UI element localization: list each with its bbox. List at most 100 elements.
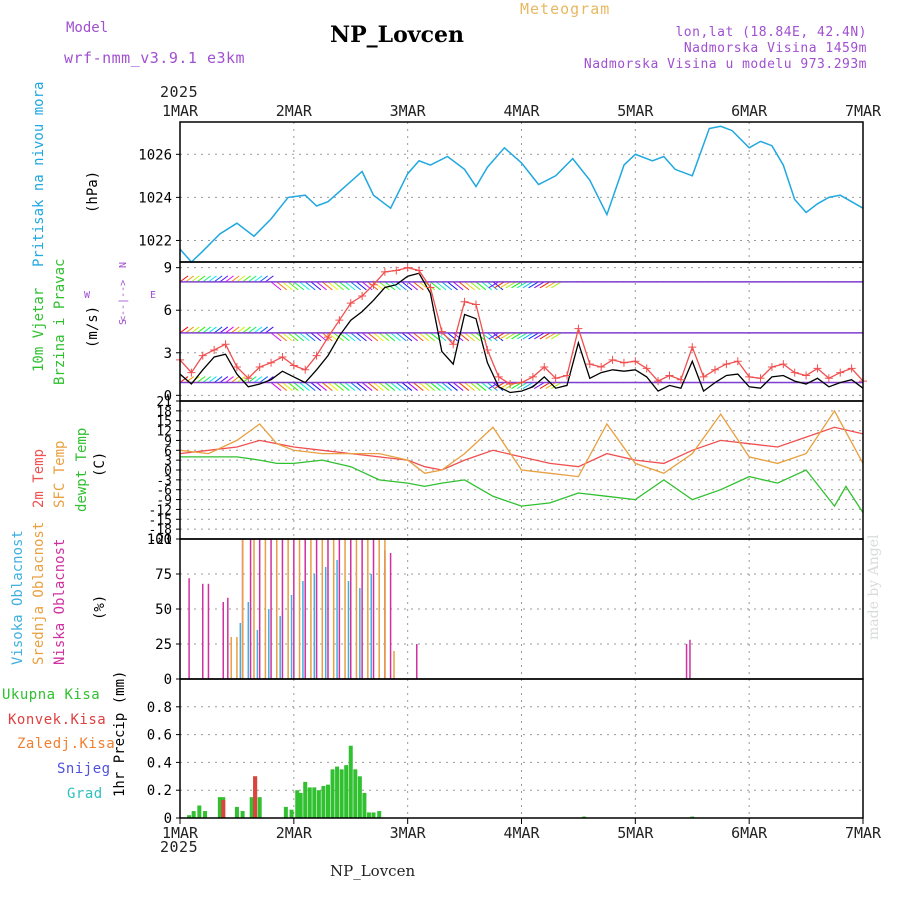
conv-rain-bar bbox=[253, 776, 258, 818]
wind-barb bbox=[196, 326, 206, 334]
cloud-label-1: Visoka Oblacnost bbox=[10, 530, 26, 665]
wind-barb bbox=[516, 281, 528, 289]
x-tick-label-top: 5MAR bbox=[617, 102, 654, 120]
wind-barb bbox=[304, 382, 316, 391]
wind-barb bbox=[545, 382, 556, 389]
wind-barb bbox=[185, 376, 194, 383]
total-rain-bar bbox=[366, 812, 371, 818]
wind-barb bbox=[401, 332, 413, 342]
temp-label-2: SFC Temp bbox=[52, 441, 68, 508]
wind-barb bbox=[534, 281, 545, 289]
wind-barb bbox=[270, 332, 282, 342]
y-tick-label: 0.2 bbox=[147, 783, 172, 799]
total-rain-bar bbox=[371, 812, 376, 818]
wind-barb bbox=[310, 332, 322, 342]
wind-barb bbox=[202, 376, 212, 383]
y-tick-label: -15 bbox=[149, 513, 172, 528]
product-title: Meteogram bbox=[520, 0, 611, 18]
gust-marker bbox=[267, 358, 276, 367]
gust-marker bbox=[824, 374, 833, 383]
total-rain-bar bbox=[240, 811, 245, 818]
gust-marker bbox=[654, 377, 663, 386]
wind-barb bbox=[464, 382, 475, 391]
gust-marker bbox=[289, 361, 298, 370]
wind-barb bbox=[208, 376, 217, 383]
wind-barb bbox=[401, 382, 413, 391]
gust-marker bbox=[676, 375, 685, 384]
y-tick-label: -3 bbox=[156, 474, 172, 489]
y-tick-label: 50 bbox=[155, 602, 172, 618]
gust-marker bbox=[198, 351, 207, 360]
wind-barb bbox=[248, 275, 257, 283]
x-tick-label-top: 7MAR bbox=[845, 102, 882, 120]
gust-marker bbox=[346, 299, 355, 308]
wind-barb bbox=[282, 332, 293, 342]
wind-barb bbox=[293, 332, 305, 342]
gust-marker bbox=[210, 345, 219, 354]
total-rain-bar bbox=[197, 805, 202, 818]
wind-barb bbox=[299, 332, 310, 342]
model-name: wrf-nmm_v3.9.1 e3km bbox=[64, 49, 246, 67]
wind-barb bbox=[356, 332, 367, 342]
wind-barb bbox=[248, 376, 257, 383]
wind-barb bbox=[293, 281, 305, 291]
total-rain-bar bbox=[339, 769, 344, 818]
y-tick-label: -6 bbox=[156, 484, 172, 499]
legend-snow: Snijeg bbox=[57, 761, 111, 777]
wind-barb bbox=[401, 281, 413, 291]
wind-barb bbox=[488, 281, 499, 289]
wind-barb bbox=[339, 382, 350, 391]
compass-s: S bbox=[118, 319, 129, 325]
wind-barb bbox=[213, 376, 223, 383]
wind-barb bbox=[253, 326, 263, 334]
wind-barb bbox=[310, 382, 322, 391]
wind-barb bbox=[378, 281, 390, 291]
total-rain-bar bbox=[377, 811, 382, 818]
wind-barb bbox=[219, 376, 229, 383]
wind-barb bbox=[265, 326, 274, 334]
wind-barb bbox=[551, 332, 562, 340]
x-tick-label-top: 2MAR bbox=[276, 102, 313, 120]
wind-barb bbox=[299, 382, 310, 391]
wind-barb bbox=[384, 332, 396, 342]
model-elevation-label: Nadmorska Visina u modelu 973.293m bbox=[583, 57, 867, 72]
wind-barb bbox=[407, 281, 418, 291]
wind-barb bbox=[545, 281, 556, 289]
total-rain-bar bbox=[348, 745, 353, 818]
wind-barb bbox=[441, 382, 453, 391]
wind-barb bbox=[516, 382, 528, 389]
wind-barb bbox=[282, 281, 293, 291]
y-tick-label: 75 bbox=[155, 567, 172, 583]
wind-barb bbox=[327, 382, 339, 391]
wind-barb bbox=[344, 382, 356, 391]
footer-station: NP_Lovcen bbox=[330, 862, 416, 880]
total-rain-bar bbox=[187, 815, 192, 818]
wind-barb bbox=[259, 275, 268, 283]
wind-barb bbox=[191, 326, 200, 334]
total-rain-bar bbox=[298, 792, 303, 818]
wind-barb bbox=[373, 332, 384, 342]
wind-barb bbox=[469, 382, 481, 391]
x-tick-label-bottom: 6MAR bbox=[731, 824, 768, 842]
wind-barb bbox=[270, 382, 282, 391]
model-label: Model bbox=[66, 20, 109, 36]
wind-barb bbox=[287, 382, 299, 391]
gust-marker bbox=[779, 360, 788, 369]
gust-marker bbox=[642, 364, 651, 373]
wind-barb bbox=[395, 332, 407, 342]
gust-marker bbox=[665, 371, 674, 380]
x-tick-label-bottom: 5MAR bbox=[617, 824, 654, 842]
wind-barb bbox=[447, 332, 458, 342]
x-tick-label-top: 6MAR bbox=[731, 102, 768, 120]
compass-e: E bbox=[150, 290, 156, 301]
wind-barb bbox=[424, 332, 436, 342]
wind-barb bbox=[265, 275, 274, 283]
wind-barb bbox=[430, 382, 441, 391]
gust-marker bbox=[585, 360, 594, 369]
wind-barb bbox=[441, 281, 453, 291]
wind-barb bbox=[356, 281, 367, 291]
wind-barb bbox=[539, 332, 551, 340]
wind-barb bbox=[208, 275, 217, 283]
total-rain-bar bbox=[191, 811, 196, 818]
wind-barb bbox=[344, 332, 356, 342]
